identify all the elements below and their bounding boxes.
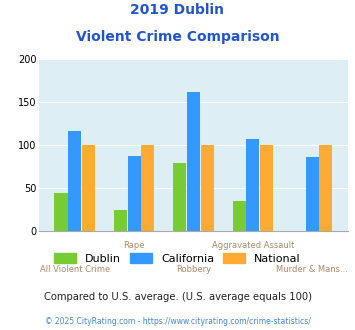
- Bar: [201, 145, 214, 231]
- Text: 2019 Dublin: 2019 Dublin: [131, 3, 224, 17]
- Bar: [114, 210, 127, 231]
- Bar: [55, 193, 67, 231]
- Text: Murder & Mans...: Murder & Mans...: [276, 265, 348, 274]
- Bar: [246, 139, 260, 231]
- Bar: [260, 145, 273, 231]
- Bar: [127, 156, 141, 231]
- Text: Rape: Rape: [123, 241, 145, 250]
- Bar: [82, 145, 95, 231]
- Bar: [306, 157, 319, 231]
- Bar: [173, 163, 186, 231]
- Text: All Violent Crime: All Violent Crime: [39, 265, 110, 274]
- Text: Aggravated Assault: Aggravated Assault: [212, 241, 294, 250]
- Text: © 2025 CityRating.com - https://www.cityrating.com/crime-statistics/: © 2025 CityRating.com - https://www.city…: [45, 317, 310, 326]
- Legend: Dublin, California, National: Dublin, California, National: [50, 248, 305, 268]
- Text: Violent Crime Comparison: Violent Crime Comparison: [76, 30, 279, 44]
- Bar: [233, 201, 246, 231]
- Bar: [320, 145, 332, 231]
- Text: Robbery: Robbery: [176, 265, 211, 274]
- Bar: [141, 145, 154, 231]
- Bar: [187, 92, 200, 231]
- Bar: [68, 131, 81, 231]
- Text: Compared to U.S. average. (U.S. average equals 100): Compared to U.S. average. (U.S. average …: [44, 292, 311, 302]
